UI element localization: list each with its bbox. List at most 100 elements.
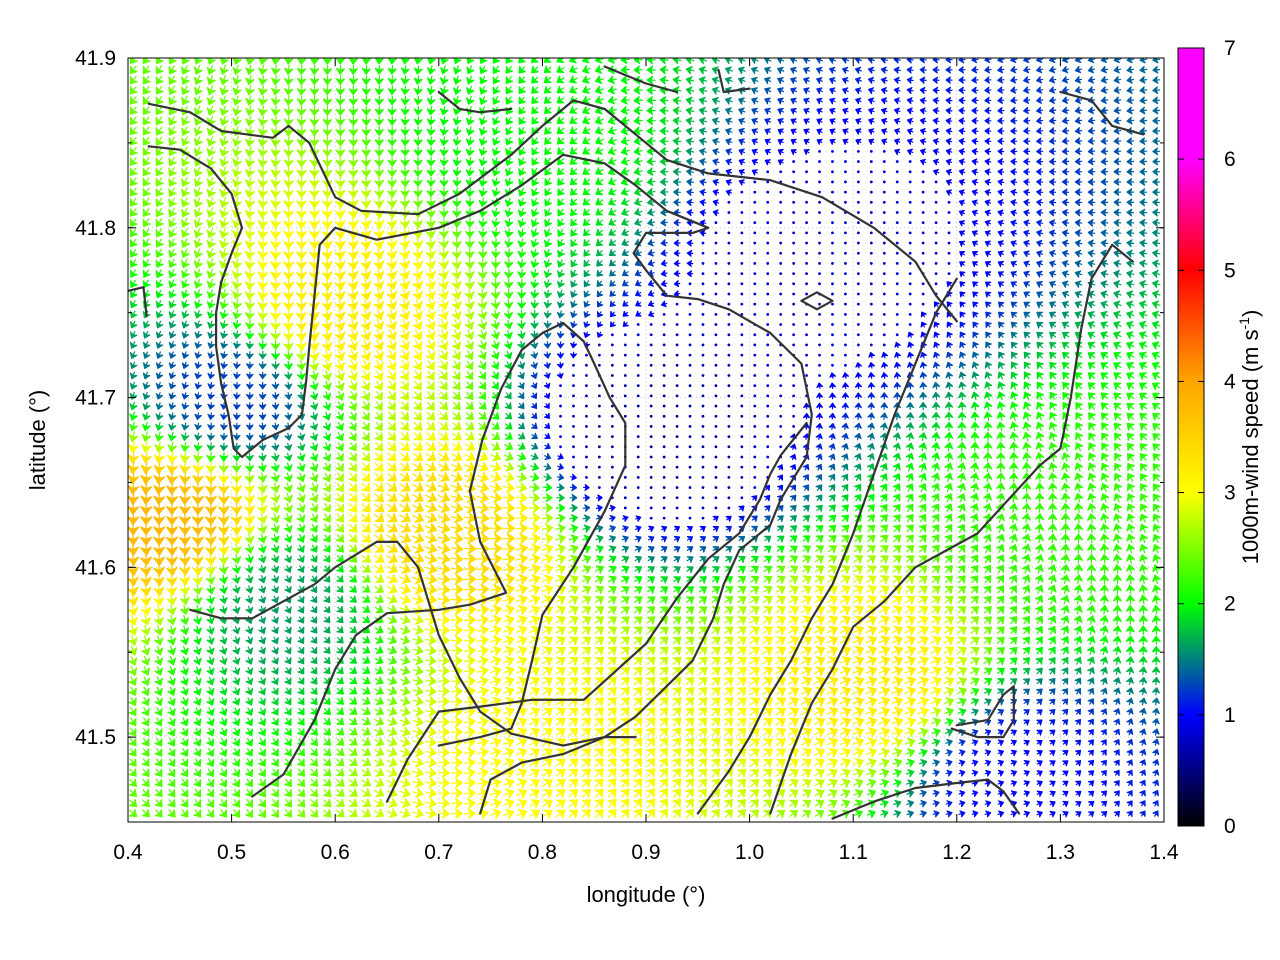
wind-arrow (361, 156, 371, 167)
wind-arrow (594, 65, 604, 74)
wind-arrow (219, 676, 228, 686)
wind-arrow (727, 475, 731, 479)
wind-arrow (258, 402, 267, 410)
wind-arrow (231, 553, 242, 564)
wind-arrow (490, 686, 502, 697)
wind-arrow (623, 496, 627, 500)
wind-arrow (594, 768, 604, 778)
wind-arrow (399, 472, 411, 482)
wind-arrow (257, 482, 268, 494)
wind-arrow (649, 414, 653, 418)
wind-arrow (399, 339, 410, 351)
wind-arrow (582, 177, 591, 185)
wind-arrow (360, 359, 371, 371)
wind-arrow (347, 237, 359, 250)
wind-arrow (387, 156, 397, 167)
wind-arrow (463, 532, 477, 545)
wind-arrow (412, 461, 424, 472)
wind-arrow (386, 522, 398, 533)
wind-arrow (478, 371, 487, 380)
wind-arrow (581, 575, 592, 585)
wind-arrow (542, 809, 553, 819)
wind-arrow (490, 798, 502, 809)
wind-arrow (727, 343, 731, 347)
wind-arrow (193, 748, 202, 757)
wind-arrow (831, 251, 834, 255)
wind-arrow (947, 200, 951, 204)
wind-arrow (869, 282, 873, 286)
wind-arrow (740, 475, 744, 479)
wind-arrow (662, 465, 666, 469)
wind-arrow (206, 758, 215, 767)
wind-arrow (646, 616, 656, 625)
wind-arrow (490, 696, 502, 707)
wind-arrow (309, 482, 319, 493)
wind-arrow (766, 425, 770, 428)
wind-arrow (556, 75, 565, 84)
wind-arrow (271, 544, 280, 554)
wind-arrow (610, 475, 614, 479)
wind-arrow (335, 85, 345, 96)
wind-arrow (844, 282, 847, 286)
wind-arrow (271, 697, 279, 706)
wind-arrow (908, 160, 912, 163)
wind-arrow (245, 186, 255, 198)
wind-arrow (490, 757, 502, 769)
wind-arrow (452, 391, 461, 401)
wind-arrow (374, 594, 384, 604)
wind-arrow (727, 486, 731, 489)
wind-arrow (882, 302, 886, 306)
wind-arrow (633, 666, 643, 676)
wind-arrow (542, 789, 553, 799)
wind-arrow (766, 374, 770, 377)
wind-arrow (464, 350, 474, 360)
wind-arrow (425, 696, 437, 707)
wind-arrow (128, 686, 137, 696)
wind-arrow (531, 208, 540, 217)
wind-arrow (518, 58, 526, 64)
wind-arrow (412, 686, 424, 696)
wind-arrow (374, 502, 385, 513)
wind-arrow (607, 626, 617, 636)
wind-arrow (582, 116, 591, 125)
wind-arrow (489, 604, 502, 616)
wind-arrow (347, 287, 359, 301)
wind-arrow (399, 594, 411, 605)
wind-arrow (504, 248, 514, 259)
wind-arrow (322, 125, 333, 137)
wind-arrow (451, 808, 463, 819)
wind-arrow (515, 584, 528, 596)
wind-arrow (309, 359, 320, 371)
wind-arrow (856, 241, 860, 245)
wind-arrow (714, 282, 718, 286)
wind-arrow (685, 697, 695, 707)
wind-arrow (568, 554, 579, 564)
wind-arrow (361, 472, 371, 482)
wind-arrow (882, 272, 886, 276)
wind-arrow (779, 170, 783, 174)
wind-arrow (233, 402, 241, 410)
wind-arrow (245, 462, 255, 473)
wind-arrow (425, 604, 438, 615)
wind-arrow (779, 200, 783, 204)
wind-arrow (555, 544, 566, 554)
wind-arrow (622, 515, 629, 522)
wind-arrow (568, 748, 579, 758)
wind-arrow (633, 95, 643, 105)
wind-arrow (232, 156, 242, 167)
wind-arrow (634, 279, 642, 287)
wind-arrow (232, 636, 241, 645)
wind-arrow (544, 126, 552, 135)
wind-arrow (128, 696, 137, 707)
wind-arrow (271, 74, 281, 86)
wind-arrow (753, 374, 757, 377)
wind-arrow (245, 585, 254, 594)
wind-arrow (503, 625, 515, 636)
wind-arrow (374, 95, 384, 106)
wind-arrow (792, 425, 796, 428)
wind-arrow (181, 85, 190, 96)
wind-arrow (701, 496, 705, 500)
wind-arrow (530, 218, 540, 228)
wind-arrow (284, 707, 292, 716)
wind-arrow (464, 655, 476, 667)
